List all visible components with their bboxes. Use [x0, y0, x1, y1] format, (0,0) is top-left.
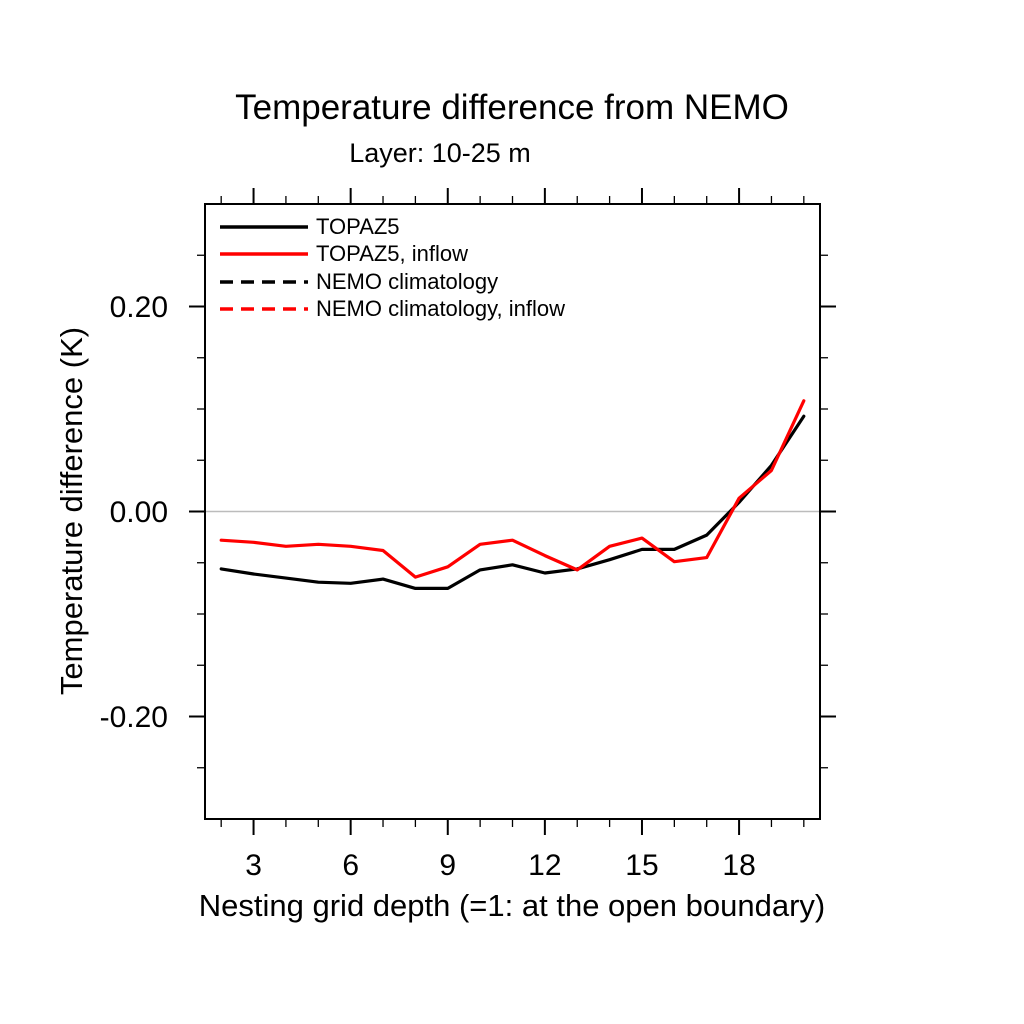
legend-label: NEMO climatology, inflow	[316, 296, 565, 322]
legend-label: TOPAZ5	[316, 213, 400, 239]
y-tick-label: -0.20	[100, 701, 168, 734]
x-axis-title: Nesting grid depth (=1: at the open boun…	[198, 888, 826, 923]
legend-label: TOPAZ5, inflow	[316, 241, 469, 267]
x-tick-label: 15	[625, 849, 658, 882]
legend-item-topaz5-inflow: TOPAZ5, inflow	[220, 241, 565, 269]
x-tick-label: 12	[528, 849, 561, 882]
y-tick-label: 0.20	[110, 291, 168, 324]
x-tick-label: 3	[245, 849, 262, 882]
x-tick-label: 9	[439, 849, 456, 882]
legend-item-nemo-climatology-inflow: NEMO climatology, inflow	[220, 296, 565, 324]
y-tick-label: 0.00	[110, 496, 168, 529]
chart-subtitle: Layer: 10-25 m	[349, 138, 531, 168]
dashed-line-sample-icon	[220, 280, 308, 284]
legend-item-topaz5: TOPAZ5	[220, 213, 565, 241]
line-sample-icon	[220, 252, 308, 256]
dashed-line-sample-icon	[220, 307, 308, 311]
legend-item-nemo-climatology: NEMO climatology	[220, 268, 565, 296]
plot-frame	[204, 203, 821, 820]
x-tick-label: 18	[722, 849, 755, 882]
legend-label: NEMO climatology	[316, 268, 499, 294]
legend: TOPAZ5 TOPAZ5, inflow NEMO climatology N…	[220, 213, 565, 323]
series-line-1	[219, 399, 806, 579]
x-tick-label: 6	[342, 849, 359, 882]
chart-title: Temperature difference from NEMO	[235, 88, 789, 127]
line-sample-icon	[220, 225, 308, 229]
series-line-0	[219, 414, 806, 591]
